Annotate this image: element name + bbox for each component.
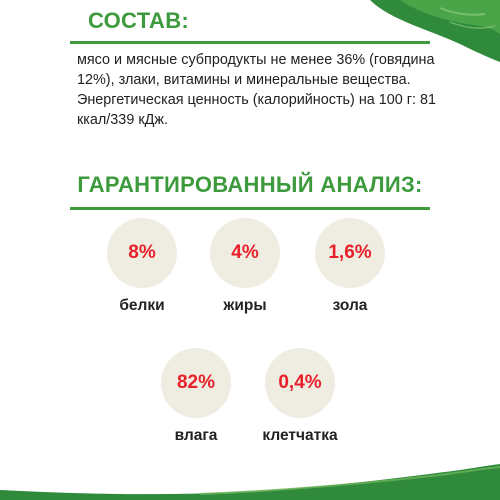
composition-divider: [70, 41, 430, 44]
nutrient-ash: 1,6% зола: [300, 218, 400, 315]
nutrient-value: 8%: [128, 242, 156, 263]
nutrient-circle: 82%: [161, 348, 231, 418]
nutrient-label: зола: [332, 297, 368, 314]
nutrient-value: 4%: [231, 242, 259, 263]
nutrient-value: 0,4%: [278, 372, 322, 393]
nutrient-fiber: 0,4% клетчатка: [250, 348, 350, 445]
nutrient-value: 1,6%: [328, 242, 372, 263]
nutrient-label: белки: [119, 297, 165, 314]
nutrient-moisture: 82% влага: [146, 348, 246, 445]
nutrient-value: 82%: [176, 372, 216, 393]
composition-title: СОСТАВ:: [88, 8, 190, 33]
nutrient-label: клетчатка: [262, 427, 338, 444]
analysis-title: ГАРАНТИРОВАННЫЙ АНАЛИЗ:: [77, 172, 423, 197]
nutrient-circle: 4%: [210, 218, 280, 288]
nutrient-label: жиры: [223, 297, 267, 314]
nutrient-circle: 1,6%: [315, 218, 385, 288]
corner-leaf-decoration: [370, 0, 500, 62]
nutrient-circle: 0,4%: [265, 348, 335, 418]
nutrient-circle: 8%: [107, 218, 177, 288]
nutrient-label: влага: [174, 427, 218, 444]
bottom-wave-decoration: [0, 464, 500, 500]
composition-text: мясо и мясные субпродукты не менее 36% (…: [77, 52, 437, 128]
nutrient-protein: 8% белки: [92, 218, 192, 315]
nutrient-fat: 4% жиры: [195, 218, 295, 315]
analysis-divider: [70, 207, 430, 210]
